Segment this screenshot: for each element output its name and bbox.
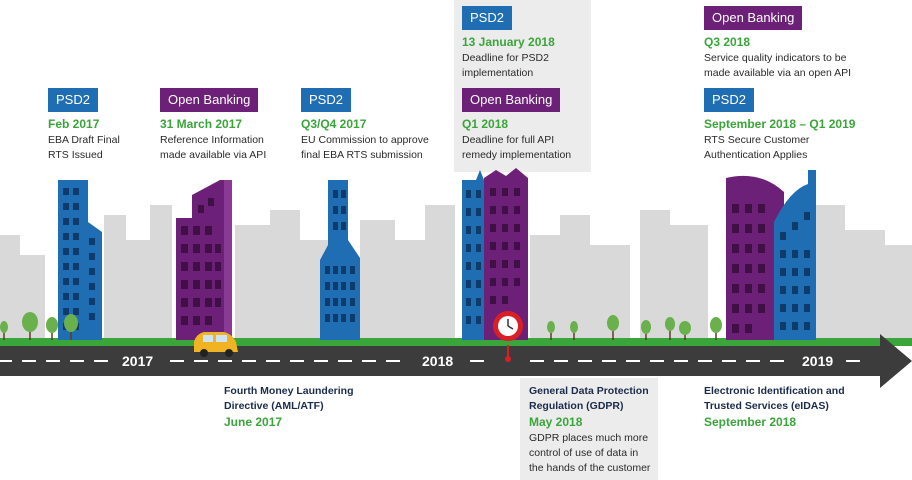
tree-trunks: [3, 331, 717, 340]
milestone-desc-q12018: Deadline for full API remedy implementati…: [462, 134, 572, 161]
milestone-date-q32018: Q3 2018: [704, 35, 751, 49]
year-label-2018: 2018: [416, 352, 460, 370]
milestone-desc-q3q42017: EU Commission to approve final EBA RTS su…: [301, 134, 429, 161]
milestone-date-q3q42017: Q3/Q4 2017: [301, 117, 367, 131]
event-title-gdpr: General Data Protection Regulation (GDPR): [529, 385, 649, 412]
building-psd2-feb2017: [58, 180, 102, 340]
car-icon: [194, 332, 238, 357]
badge-ob-q32018: Open Banking: [704, 6, 803, 30]
road-arrow-icon: [880, 334, 912, 388]
badge-psd2-jan2018: PSD2: [462, 6, 512, 30]
tree-icon: [0, 312, 722, 335]
badge-ob-q12018: Open Banking: [462, 88, 561, 112]
event-title-aml: Fourth Money Laundering Directive (AML/AT…: [224, 385, 354, 412]
event-title-eidas: Electronic Identification and Trusted Ser…: [704, 385, 845, 412]
building-ob-march2017: [176, 180, 232, 340]
milestone-date-feb2017: Feb 2017: [48, 117, 100, 131]
milestone-desc-feb2017: EBA Draft Final RTS Issued: [48, 134, 120, 161]
building-2018: [462, 168, 528, 340]
badge-psd2-sep2018: PSD2: [704, 88, 754, 112]
badge-psd2-q3q42017: PSD2: [301, 88, 351, 112]
milestone-date-march2017: 31 March 2017: [160, 117, 243, 131]
year-label-2019: 2019: [796, 352, 840, 370]
event-date-aml: June 2017: [224, 415, 283, 429]
event-date-gdpr: May 2018: [529, 415, 583, 429]
milestone-date-jan2018: 13 January 2018: [462, 35, 555, 49]
event-desc-gdpr: GDPR places much more control of use of d…: [529, 432, 651, 474]
building-psd2-q3q42017: [320, 180, 360, 340]
milestone-desc-sep2018-q12019: RTS Secure Customer Authentication Applie…: [704, 134, 810, 161]
milestone-desc-q32018: Service quality indicators to be made ava…: [704, 52, 852, 79]
clock-pin-icon: [493, 311, 523, 362]
badge-ob-march2017: Open Banking: [160, 88, 259, 112]
building-2018-2019: [726, 170, 816, 340]
panel-gdpr: [520, 378, 658, 480]
year-label-2017: 2017: [116, 352, 160, 370]
milestone-desc-jan2018: Deadline for PSD2 implementation: [462, 52, 549, 79]
milestone-date-sep2018-q12019: September 2018 – Q1 2019: [704, 117, 856, 131]
milestone-date-q12018: Q1 2018: [462, 117, 509, 131]
milestone-desc-march2017: Reference Information made available via …: [160, 134, 267, 161]
background-skyline: [0, 205, 912, 345]
badge-psd2-feb2017: PSD2: [48, 88, 98, 112]
event-date-eidas: September 2018: [704, 415, 797, 429]
grass-strip: [0, 338, 912, 346]
